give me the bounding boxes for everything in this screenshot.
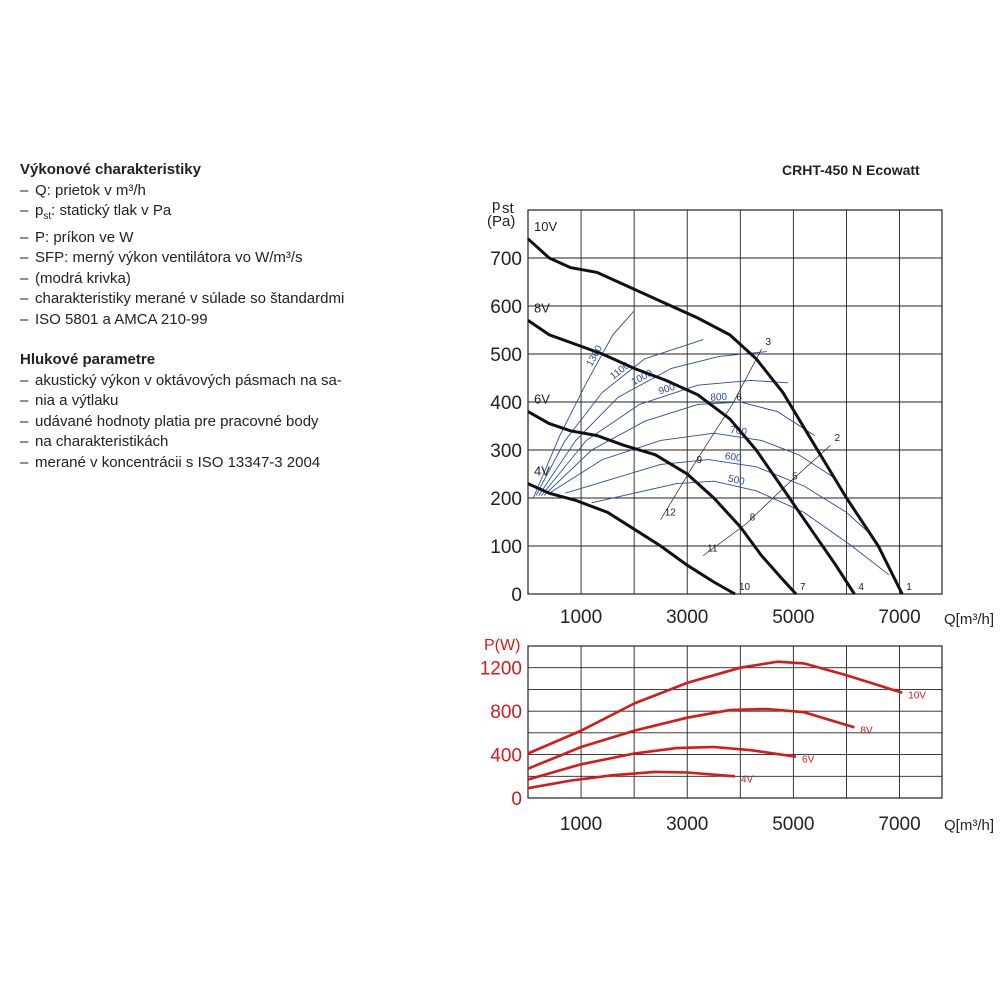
fan-curve-6V [527,410,798,596]
description-panel: Výkonové charakteristiky Q: prietok v m³… [20,160,400,473]
noise-list: akustický výkon v oktávových pásmach na … [20,371,400,474]
system-curve [660,349,762,520]
y-axis-label-subscript: st [502,200,515,217]
operating-point-label: 7 [800,582,806,593]
x-axis-label: Q[m³/h] [944,817,994,834]
fan-curve-label: 4V [534,464,550,479]
y-axis-label: p [492,197,500,214]
x-tick-label: 3000 [666,814,708,835]
y-tick-label: 1200 [480,659,522,680]
operating-point-label: 1 [906,582,912,593]
power-curve-label: 6V [802,755,815,766]
x-tick-label: 7000 [878,607,920,628]
fan-curve-8V [527,319,856,595]
list-item-continued: ISO 5801 a AMCA 210-99 [20,310,400,331]
y-tick-label: 200 [490,489,522,510]
list-item-continued: nia a výtlaku [20,391,400,412]
power-curve-8V [527,707,855,770]
y-tick-label: 100 [490,537,522,558]
y-tick-label: 300 [490,441,522,462]
y-tick-label: 0 [511,585,522,606]
x-axis-label: Q[m³/h] [944,611,994,628]
x-tick-label: 7000 [878,814,920,835]
list-item-continued: na charakteristikách [20,432,400,453]
list-item: udávané hodnoty platia pre pracovné body [20,412,400,433]
y-tick-label: 400 [490,393,522,414]
x-tick-label: 5000 [772,814,814,835]
y-tick-label: 400 [490,746,522,767]
sfp-label: 600 [724,451,743,464]
noise-title: Hlukové parametre [20,351,156,368]
operating-point-label: 8 [750,512,756,523]
performance-title: Výkonové charakteristiky [20,161,201,178]
y-tick-label: 0 [511,789,522,810]
power-curve-label: 8V [860,725,873,736]
pressure-chart: 0 100 200 300 400 500 600 700 1000 3000 5000 7000 p s… [487,197,994,628]
x-tick-label: 1000 [560,607,602,628]
list-item-continued: (modrá krivka) [20,269,400,290]
power-curve-6V [527,745,797,781]
y-tick-label: 500 [490,345,522,366]
sfp-curve-1000 [538,351,767,496]
system-curve [702,444,831,556]
sfp-curve-900 [540,379,789,496]
plot-frame [527,645,943,799]
sfp-curve-700 [548,432,837,494]
y-tick-label: 600 [490,297,522,318]
list-item: akustický výkon v oktávových pásmach na … [20,371,400,392]
list-item: P: príkon ve W [20,228,400,249]
y-axis-label: P(W) [484,637,520,654]
sfp-curve-800 [543,401,815,496]
operating-point-label: 5 [792,472,798,483]
fan-curve-label: 8V [534,300,550,315]
x-tick-label: 1000 [560,814,602,835]
y-tick-label: 800 [490,702,522,723]
operating-point-label: 3 [766,337,772,348]
power-curve-4V [527,770,736,790]
operating-point-label: 12 [665,508,677,519]
sfp-label: 800 [710,392,728,404]
power-chart: 0 400 800 1200 1000 3000 5000 7000 P(W) Q[m³/h] 10… [480,637,994,835]
operating-point-label: 11 [707,544,718,555]
operating-point-label: 6 [736,392,742,403]
operating-point-label: 10 [739,582,751,593]
list-item: merané v koncentrácii s ISO 13347-3 2004 [20,453,400,474]
sfp-label: 500 [727,473,746,487]
power-curve-10V [527,660,903,755]
y-tick-label: 700 [490,249,522,270]
list-item: charakteristiky merané v súlade so štand… [20,289,400,310]
operating-point-label: 4 [858,582,864,593]
sfp-label: 900 [657,382,677,398]
operating-point-label: 9 [697,455,703,466]
power-curve-label: 10V [908,691,926,702]
x-tick-label: 3000 [666,607,708,628]
x-tick-label: 5000 [772,607,814,628]
fan-curve-10V [526,237,904,595]
y-axis-unit: (Pa) [487,213,515,230]
fan-curve-label: 6V [534,392,550,407]
sfp-curve-1300 [532,310,635,499]
power-curve-label: 4V [741,774,754,785]
performance-list: Q: prietok v m³/h pst: statický tlak v P… [20,181,400,331]
list-item: Q: prietok v m³/h [20,181,400,202]
sfp-curve-500 [591,480,890,576]
chart-title: CRHT-450 N Ecowatt [782,162,920,178]
operating-point-label: 2 [835,433,841,444]
list-item: SFP: merný výkon ventilátora vo W/m³/s [20,248,400,269]
sfp-curve-1100 [535,339,704,496]
sfp-curve-600 [565,459,874,537]
list-item: pst: statický tlak v Pa [20,201,400,228]
fan-curve-label: 10V [534,219,557,234]
fan-curve-4V [527,482,736,596]
